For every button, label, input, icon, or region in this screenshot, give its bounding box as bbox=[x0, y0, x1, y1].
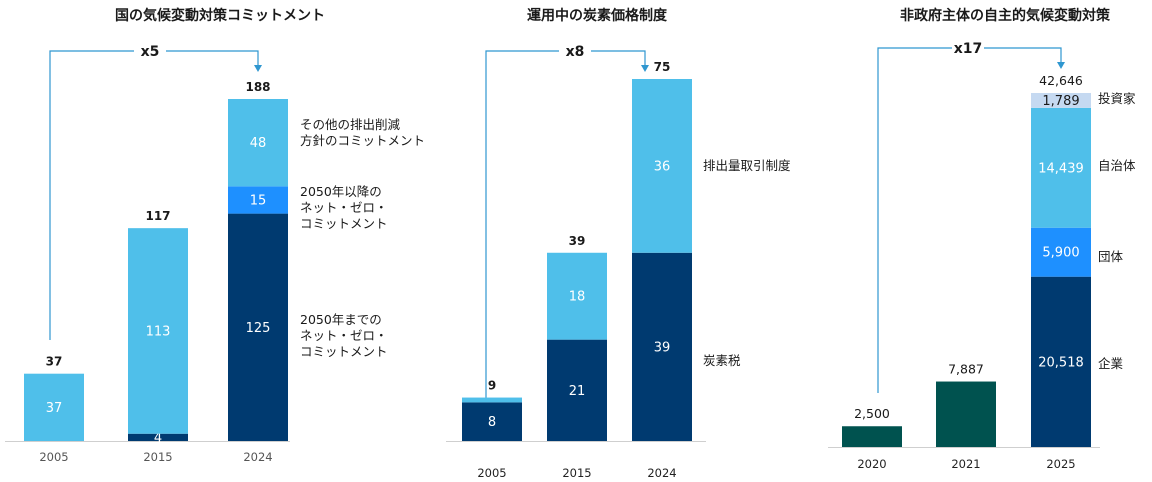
national-tick-2015: 2015 bbox=[143, 450, 172, 464]
national-title: 国の気候変動対策コミットメント bbox=[115, 7, 325, 24]
non_state-total-2025: 42,646 bbox=[1039, 73, 1083, 88]
carbon_pricing-bar-label-2024-series-1: 36 bbox=[654, 159, 671, 174]
non_state-growth-arrowhead bbox=[1057, 62, 1065, 69]
carbon_pricing-tick-2005: 2005 bbox=[477, 466, 506, 480]
national-bar-2015-series-2 bbox=[128, 228, 188, 434]
national-multiplier-bg bbox=[134, 42, 166, 60]
national-bar-2024-series-0 bbox=[228, 213, 288, 441]
carbon_pricing-total-2005: 9 bbox=[488, 379, 496, 393]
non_state-bar-2025-series-4 bbox=[1031, 93, 1091, 108]
non_state-bar-2025-series-1 bbox=[1031, 276, 1091, 447]
non_state-bar-label-2025-series-1: 20,518 bbox=[1038, 355, 1084, 370]
carbon_pricing-legend-0: 炭素税 bbox=[703, 353, 741, 368]
carbon_pricing-tick-2024: 2024 bbox=[647, 466, 676, 480]
carbon_pricing-bar-label-2015-series-0: 21 bbox=[569, 384, 586, 399]
carbon_pricing-bar-2024-series-1 bbox=[632, 79, 692, 253]
non_state-tick-2020: 2020 bbox=[857, 457, 886, 471]
national-bar-label-2024-series-1: 15 bbox=[250, 193, 267, 208]
non_state-bar-2025-series-3 bbox=[1031, 107, 1091, 228]
non_state-tick-2025: 2025 bbox=[1046, 457, 1075, 471]
national-bar-label-2005-series-2: 37 bbox=[46, 401, 63, 416]
national-total-2005: 37 bbox=[46, 355, 63, 369]
non_state-multiplier: x17 bbox=[954, 41, 983, 57]
non_state-bar-2020-series-0 bbox=[842, 426, 902, 447]
national-growth-arrowhead bbox=[254, 65, 262, 72]
national-total-2015: 117 bbox=[145, 209, 170, 223]
national-tick-2024: 2024 bbox=[243, 450, 272, 464]
carbon_pricing-multiplier: x8 bbox=[566, 44, 585, 60]
national-bar-label-2015-series-0: 4 bbox=[154, 431, 162, 446]
non_state-tick-2021: 2021 bbox=[951, 457, 980, 471]
carbon_pricing-bar-label-2015-series-1: 18 bbox=[569, 290, 586, 305]
carbon_pricing-total-2015: 39 bbox=[569, 234, 586, 248]
carbon_pricing-bar-2005-series-1 bbox=[462, 397, 522, 403]
carbon_pricing-bar-label-2024-series-0: 39 bbox=[654, 340, 671, 355]
national-bar-label-2024-series-2: 48 bbox=[250, 136, 267, 151]
non_state-bar-2021-series-0 bbox=[936, 381, 996, 447]
national-bar-label-2024-series-0: 125 bbox=[246, 321, 271, 336]
carbon_pricing-title: 運用中の炭素価格制度 bbox=[527, 7, 668, 24]
carbon_pricing-bar-2015-series-0 bbox=[547, 339, 607, 441]
national-legend-1: 2050年以降のネット・ゼロ・コミットメント bbox=[300, 184, 388, 231]
non_state-bar-label-2025-series-3: 14,439 bbox=[1038, 161, 1084, 176]
national-legend-0: 2050年までのネット・ゼロ・コミットメント bbox=[300, 312, 388, 359]
national-bar-label-2015-series-2: 113 bbox=[146, 324, 171, 339]
national-multiplier: x5 bbox=[141, 44, 160, 60]
non_state-bar-2025-series-2 bbox=[1031, 227, 1091, 277]
national-tick-2005: 2005 bbox=[39, 450, 68, 464]
national-legend-2: その他の排出削減方針のコミットメント bbox=[300, 117, 425, 148]
national-bar-2024-series-2 bbox=[228, 99, 288, 187]
carbon_pricing-legend-1: 排出量取引制度 bbox=[703, 158, 791, 173]
non_state-legend-1: 企業 bbox=[1098, 356, 1124, 371]
carbon_pricing-tick-2015: 2015 bbox=[562, 466, 591, 480]
carbon_pricing-bar-2015-series-1 bbox=[547, 252, 607, 340]
national-bar-2005-series-2 bbox=[24, 373, 84, 441]
national-bar-2024-series-1 bbox=[228, 186, 288, 214]
non_state-legend-4: 投資家 bbox=[1098, 91, 1136, 106]
non_state-legend-3: 自治体 bbox=[1098, 158, 1136, 173]
non_state-bar-label-2025-series-2: 5,900 bbox=[1042, 246, 1079, 261]
non_state-bar-label-2025-series-4: 1,789 bbox=[1042, 94, 1079, 109]
national-total-2024: 188 bbox=[245, 80, 270, 94]
non_state-total-2020: 2,500 bbox=[854, 406, 890, 421]
non_state-title: 非政府主体の自主的気候変動対策 bbox=[900, 7, 1111, 24]
non_state-legend-2: 団体 bbox=[1098, 249, 1124, 264]
carbon_pricing-growth-arrowhead bbox=[641, 65, 649, 72]
non_state-multiplier-bg bbox=[952, 39, 984, 57]
carbon_pricing-bar-2005-series-0 bbox=[462, 402, 522, 441]
non_state-total-2021: 7,887 bbox=[948, 362, 984, 377]
carbon_pricing-multiplier-bg bbox=[559, 42, 591, 60]
national-bar-2015-series-0 bbox=[128, 433, 188, 441]
carbon_pricing-bar-label-2005-series-0: 8 bbox=[488, 415, 496, 430]
carbon_pricing-total-2024: 75 bbox=[654, 60, 671, 74]
carbon_pricing-bar-2024-series-0 bbox=[632, 252, 692, 441]
